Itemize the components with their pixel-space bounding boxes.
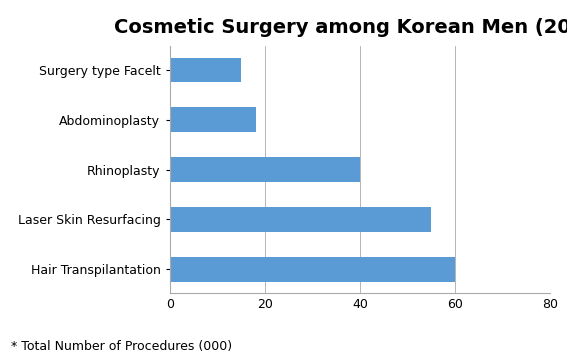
Bar (170, 207, 431, 232)
Bar (170, 107, 256, 132)
Bar (170, 257, 455, 282)
Text: * Total Number of Procedures (000): * Total Number of Procedures (000) (11, 341, 232, 353)
Title: Cosmetic Surgery among Korean Men (2004): Cosmetic Surgery among Korean Men (2004) (114, 17, 567, 36)
Bar (170, 57, 242, 82)
Bar (170, 157, 360, 182)
